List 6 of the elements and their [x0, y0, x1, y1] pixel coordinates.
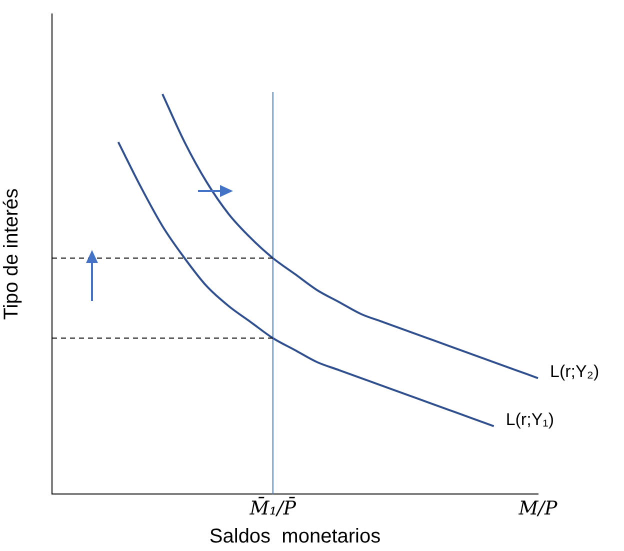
x-tick-label: M̄₁/P̄	[248, 496, 298, 520]
x-tick-label: M/P	[518, 498, 559, 520]
y-axis-title: Tipo de interés	[0, 188, 23, 320]
series-label: L(r;Y₁)	[506, 410, 554, 429]
series-label: L(r;Y₂)	[550, 362, 600, 381]
x-axis-title: Saldos monetarios	[209, 526, 381, 548]
